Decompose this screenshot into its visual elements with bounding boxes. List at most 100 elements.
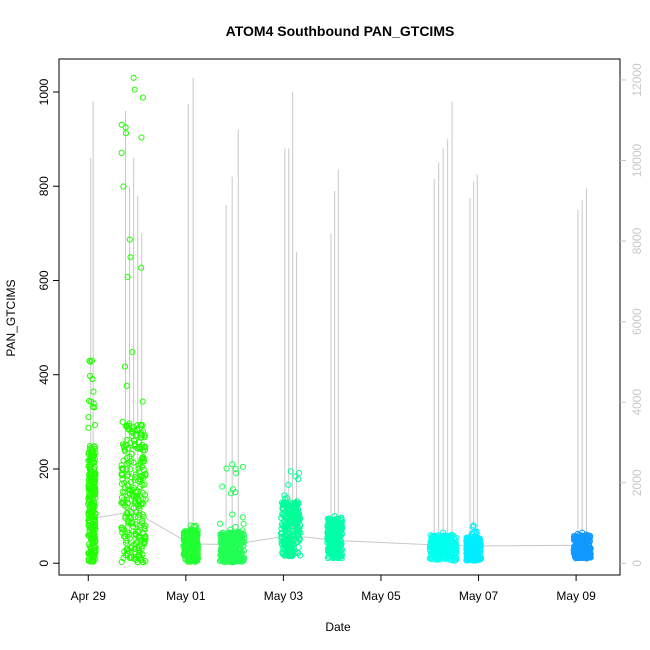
data-point xyxy=(131,477,138,484)
data-point xyxy=(281,499,288,506)
data-point xyxy=(285,547,292,554)
data-point xyxy=(131,86,138,93)
data-point xyxy=(285,481,292,488)
axes: Apr 29 May 01 May 03 May 05 May 07 May 09 0 200… xyxy=(37,63,644,603)
data-point xyxy=(138,457,145,464)
x-axis-label: Date xyxy=(325,620,351,634)
data-point xyxy=(278,530,285,537)
plot-area xyxy=(85,74,594,566)
data-point xyxy=(129,349,136,356)
data-point xyxy=(91,404,98,411)
data-point xyxy=(194,544,202,551)
data-point xyxy=(118,499,125,506)
data-point xyxy=(440,529,447,536)
data-point xyxy=(289,530,297,537)
data-point xyxy=(295,476,302,483)
data-point xyxy=(448,534,455,541)
data-point xyxy=(135,547,142,554)
data-point xyxy=(230,550,237,557)
data-point xyxy=(291,520,298,527)
x-tick-label: May 07 xyxy=(459,589,499,603)
data-point xyxy=(135,545,142,552)
data-point xyxy=(464,547,471,554)
data-point xyxy=(118,149,125,156)
data-point xyxy=(223,465,230,472)
data-point xyxy=(193,552,200,560)
data-point xyxy=(217,520,224,527)
data-point xyxy=(88,398,95,405)
data-point xyxy=(136,469,143,476)
data-point xyxy=(88,456,95,463)
data-point xyxy=(86,357,93,365)
data-point xyxy=(142,534,149,541)
data-point xyxy=(183,545,190,552)
data-point xyxy=(136,505,143,512)
data-point xyxy=(122,124,129,131)
data-point xyxy=(332,525,340,532)
data-point xyxy=(88,485,95,492)
data-point xyxy=(125,426,132,433)
data-point xyxy=(90,539,97,546)
data-point xyxy=(121,489,128,496)
data-point xyxy=(142,496,149,503)
data-point xyxy=(335,554,342,561)
data-point xyxy=(442,555,449,563)
data-point xyxy=(229,461,236,468)
data-point xyxy=(88,544,95,552)
data-point xyxy=(331,512,338,520)
data-point xyxy=(227,555,234,563)
data-point xyxy=(125,518,132,525)
y-tick-label: 800 xyxy=(37,176,51,196)
data-point xyxy=(140,539,147,547)
x-tick-label: May 09 xyxy=(556,589,596,603)
data-point xyxy=(119,418,126,425)
data-point xyxy=(278,540,286,547)
y2-tick-label: 10000 xyxy=(630,144,644,178)
data-point xyxy=(138,463,146,471)
data-point xyxy=(120,183,127,190)
data-point xyxy=(470,522,477,529)
data-point xyxy=(141,443,148,450)
data-point xyxy=(124,273,131,280)
data-point xyxy=(292,502,299,509)
data-point xyxy=(87,548,95,555)
data-point xyxy=(281,502,288,509)
data-point xyxy=(229,486,237,493)
data-point xyxy=(226,544,233,551)
data-point xyxy=(141,432,148,439)
data-point xyxy=(139,517,146,524)
data-point xyxy=(85,424,92,431)
data-point xyxy=(239,530,247,537)
data-point xyxy=(576,546,583,553)
data-point xyxy=(137,477,144,484)
data-point xyxy=(585,532,592,539)
data-point xyxy=(90,388,97,395)
data-point xyxy=(129,429,136,436)
data-point xyxy=(218,531,225,539)
data-point xyxy=(232,523,239,531)
y2-tick-label: 12000 xyxy=(630,63,644,97)
data-point xyxy=(85,450,92,457)
data-point xyxy=(123,510,130,517)
data-point xyxy=(225,529,232,536)
data-point xyxy=(124,471,132,478)
data-point xyxy=(130,523,137,530)
data-point xyxy=(137,460,144,467)
data-point xyxy=(91,553,98,560)
data-point xyxy=(463,553,470,560)
data-point xyxy=(190,529,197,536)
data-point xyxy=(219,483,226,490)
data-point xyxy=(85,413,92,421)
data-point xyxy=(444,548,452,555)
data-point xyxy=(126,535,133,542)
data-point xyxy=(584,553,591,560)
data-point xyxy=(129,492,136,499)
data-point xyxy=(331,533,338,540)
data-point xyxy=(139,398,146,405)
data-point xyxy=(452,557,459,564)
data-point xyxy=(324,535,331,542)
data-point xyxy=(87,358,94,365)
data-point xyxy=(219,557,226,564)
chart-title: ATOM4 Southbound PAN_GTCIMS xyxy=(226,23,455,39)
data-point xyxy=(140,500,147,508)
